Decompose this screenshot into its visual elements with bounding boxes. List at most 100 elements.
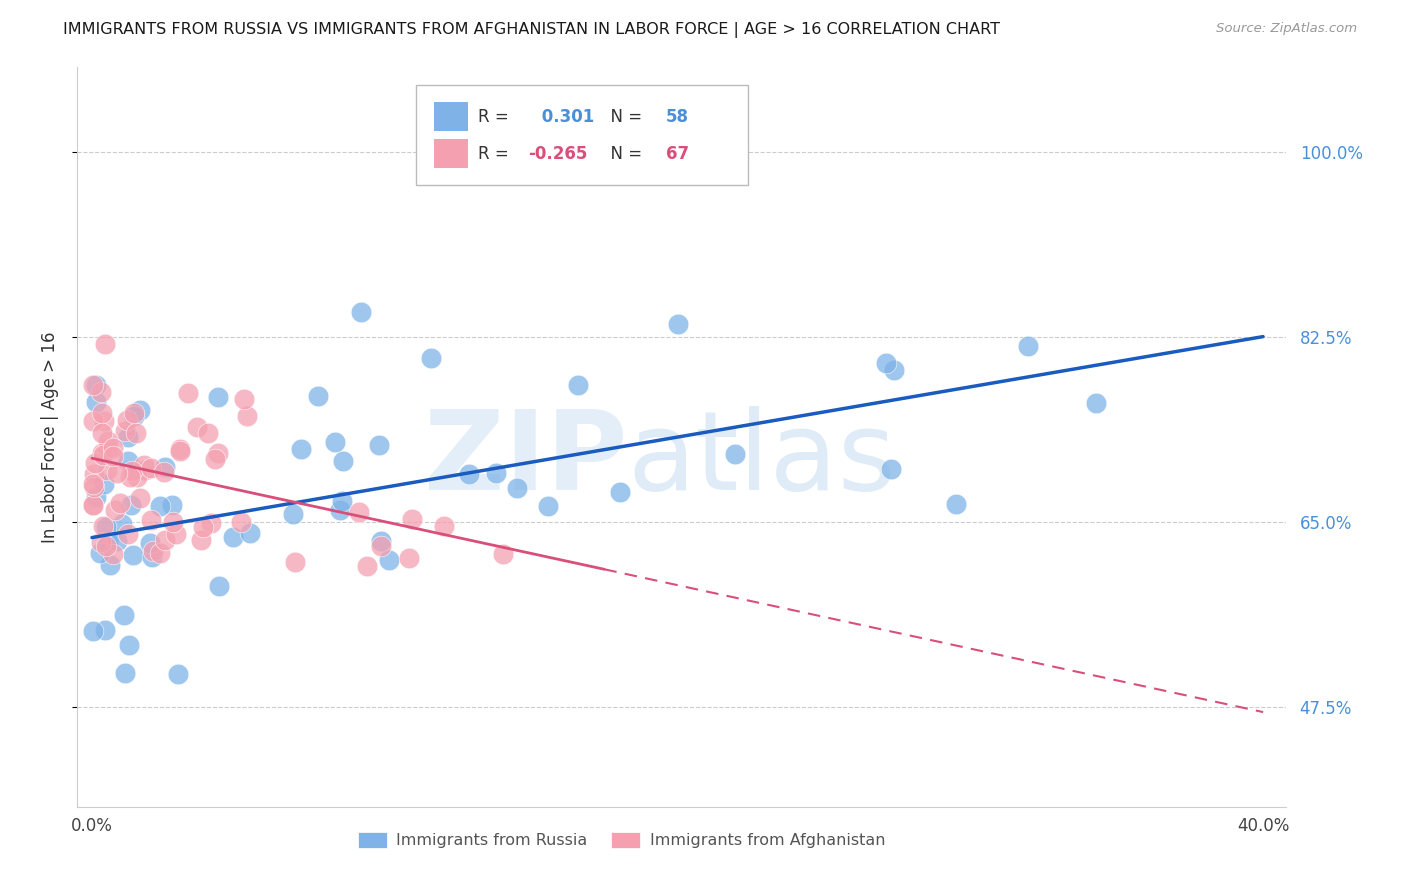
Point — [222, 530, 245, 544]
Point — [96, 434, 118, 449]
Point — [94, 519, 117, 533]
Point — [90, 425, 112, 440]
Point — [506, 481, 529, 495]
Point — [160, 498, 183, 512]
Point — [229, 516, 252, 530]
Point — [166, 667, 188, 681]
Point — [186, 420, 208, 434]
Point — [401, 512, 423, 526]
Point — [880, 462, 903, 476]
Point — [332, 454, 354, 468]
Point — [84, 378, 107, 392]
Point — [149, 546, 172, 560]
Point — [93, 623, 115, 637]
Point — [82, 414, 104, 428]
Point — [91, 446, 114, 460]
Point — [152, 465, 174, 479]
Point — [290, 442, 312, 456]
Point — [1085, 395, 1108, 409]
Point — [101, 449, 124, 463]
Point — [162, 516, 184, 530]
Point — [93, 476, 115, 491]
Point — [125, 469, 148, 483]
Text: N =: N = — [600, 108, 647, 126]
Point — [93, 448, 115, 462]
Point — [90, 535, 112, 549]
Text: atlas: atlas — [627, 406, 896, 513]
Point — [108, 496, 131, 510]
Point — [105, 466, 128, 480]
Text: 0.301: 0.301 — [536, 108, 593, 126]
Point — [207, 579, 229, 593]
Point — [537, 499, 560, 513]
Point — [114, 424, 136, 438]
Point — [84, 490, 107, 504]
Point — [350, 305, 373, 319]
Point — [82, 498, 104, 512]
Text: R =: R = — [478, 108, 513, 126]
Point — [90, 406, 112, 420]
Point — [83, 456, 105, 470]
Point — [332, 493, 354, 508]
Text: N =: N = — [600, 145, 647, 162]
Text: IMMIGRANTS FROM RUSSIA VS IMMIGRANTS FROM AFGHANISTAN IN LABOR FORCE | AGE > 16 : IMMIGRANTS FROM RUSSIA VS IMMIGRANTS FRO… — [63, 22, 1000, 38]
Point — [121, 548, 143, 562]
Point — [83, 467, 105, 482]
Point — [105, 534, 128, 549]
Point — [233, 392, 256, 407]
Point — [117, 430, 139, 444]
Point — [567, 378, 589, 392]
Legend: Immigrants from Russia, Immigrants from Afghanistan: Immigrants from Russia, Immigrants from … — [352, 825, 891, 855]
Point — [97, 442, 120, 456]
Point — [367, 438, 389, 452]
Point — [177, 385, 200, 400]
Point — [82, 624, 104, 638]
Point — [666, 317, 689, 331]
Point — [875, 356, 897, 370]
Point — [117, 527, 139, 541]
Point — [82, 476, 104, 491]
Point — [117, 453, 139, 467]
Point — [190, 533, 212, 548]
Point — [883, 363, 905, 377]
Point — [149, 499, 172, 513]
Point — [239, 525, 262, 540]
Point — [117, 638, 139, 652]
Point — [112, 608, 135, 623]
Point — [433, 519, 456, 533]
Point — [323, 435, 346, 450]
Point — [125, 425, 148, 440]
Point — [83, 480, 105, 494]
Point — [90, 385, 112, 400]
Point — [191, 519, 214, 533]
Point — [207, 446, 229, 460]
Point — [347, 505, 370, 519]
Point — [139, 536, 162, 550]
Point — [94, 539, 117, 553]
Point — [609, 485, 631, 500]
Point — [398, 550, 420, 565]
Text: Source: ZipAtlas.com: Source: ZipAtlas.com — [1216, 22, 1357, 36]
FancyBboxPatch shape — [416, 86, 748, 186]
Point — [93, 414, 115, 428]
Point — [1017, 339, 1039, 353]
Point — [370, 534, 392, 549]
Point — [329, 503, 352, 517]
Point — [91, 518, 114, 533]
Point — [284, 555, 307, 569]
Point — [169, 442, 191, 457]
Text: ZIP: ZIP — [425, 406, 627, 513]
Point — [134, 463, 156, 477]
Point — [207, 390, 229, 404]
Point — [307, 389, 329, 403]
Point — [104, 503, 127, 517]
Text: 58: 58 — [666, 108, 689, 126]
Point — [118, 470, 141, 484]
Point — [122, 405, 145, 419]
Point — [281, 507, 304, 521]
Point — [153, 459, 176, 474]
Point — [141, 549, 163, 564]
FancyBboxPatch shape — [434, 102, 468, 131]
Point — [98, 558, 121, 572]
Point — [165, 526, 187, 541]
